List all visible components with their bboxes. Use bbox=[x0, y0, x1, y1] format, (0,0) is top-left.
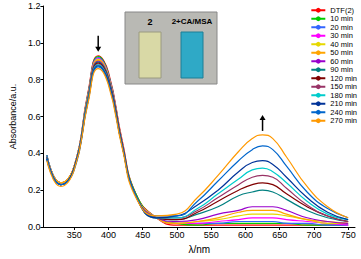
svg-text:750: 750 bbox=[341, 230, 356, 240]
svg-text:550: 550 bbox=[204, 230, 219, 240]
svg-text:500: 500 bbox=[169, 230, 184, 240]
svg-text:0.6: 0.6 bbox=[28, 112, 41, 122]
svg-text:210 min: 210 min bbox=[330, 99, 357, 109]
svg-text:0.8: 0.8 bbox=[28, 75, 41, 85]
svg-text:450: 450 bbox=[135, 230, 150, 240]
svg-text:150 min: 150 min bbox=[330, 82, 357, 92]
svg-text:30 min: 30 min bbox=[330, 31, 353, 41]
svg-text:Absorbance/a.u.: Absorbance/a.u. bbox=[8, 84, 18, 150]
svg-text:1.0: 1.0 bbox=[28, 38, 41, 48]
svg-text:DTF(2): DTF(2) bbox=[330, 5, 355, 15]
svg-text:1.2: 1.2 bbox=[28, 1, 41, 11]
svg-text:600: 600 bbox=[238, 230, 253, 240]
svg-text:400: 400 bbox=[101, 230, 116, 240]
svg-text:0.4: 0.4 bbox=[28, 148, 41, 158]
svg-text:40 min: 40 min bbox=[330, 39, 353, 49]
svg-text:650: 650 bbox=[272, 230, 287, 240]
svg-text:10 min: 10 min bbox=[330, 14, 353, 24]
svg-text:2: 2 bbox=[147, 17, 152, 27]
svg-text:270 min: 270 min bbox=[330, 116, 357, 125]
svg-text:90 min: 90 min bbox=[330, 65, 353, 75]
svg-text:700: 700 bbox=[306, 230, 321, 240]
svg-text:50 min: 50 min bbox=[330, 48, 353, 58]
svg-text:λ/nm: λ/nm bbox=[188, 244, 210, 255]
svg-text:0.0: 0.0 bbox=[28, 222, 41, 232]
svg-text:180 min: 180 min bbox=[330, 90, 357, 100]
svg-text:350: 350 bbox=[67, 230, 82, 240]
svg-text:2+CA/MSA: 2+CA/MSA bbox=[172, 17, 213, 26]
svg-text:60 min: 60 min bbox=[330, 56, 353, 66]
svg-text:0.2: 0.2 bbox=[28, 185, 41, 195]
svg-text:20 min: 20 min bbox=[330, 22, 353, 32]
svg-text:120 min: 120 min bbox=[330, 73, 357, 83]
svg-text:240 min: 240 min bbox=[330, 107, 357, 117]
